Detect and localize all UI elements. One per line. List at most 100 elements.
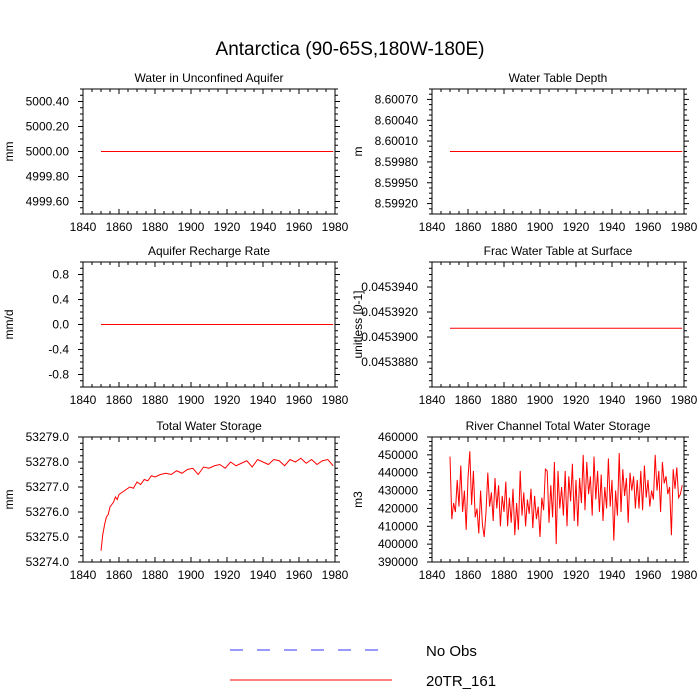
x-tick-label: 1840 <box>419 220 446 234</box>
x-tick-label: 1900 <box>178 393 205 407</box>
panel-title: River Channel Total Water Storage <box>466 419 651 433</box>
x-tick-label: 1840 <box>70 393 97 407</box>
x-tick-label: 1920 <box>214 220 241 234</box>
y-axis-label: m <box>351 147 365 157</box>
y-tick-label: 8.59980 <box>375 155 419 169</box>
series-line-20tr-161 <box>449 451 683 545</box>
panel-2: Water Table Depth m 1840 1860 1880 1900 1920 19… <box>351 71 698 234</box>
x-tick-label: 1980 <box>671 220 698 234</box>
x-tick-label: 1860 <box>455 393 482 407</box>
x-tick-label: 1960 <box>286 568 313 582</box>
x-tick-label: 1860 <box>455 220 482 234</box>
y-axis-label: unitless [0-1] <box>351 290 365 358</box>
y-tick-label: 4999.80 <box>26 170 70 184</box>
series-line-20tr-161 <box>100 457 334 551</box>
y-tick-label: 8.60070 <box>375 92 419 106</box>
y-tick-label: 53277.0 <box>26 480 70 494</box>
x-tick-label: 1840 <box>419 393 446 407</box>
x-tick-label: 1840 <box>419 568 446 582</box>
x-tick-label: 1840 <box>70 220 97 234</box>
x-tick-label: 1940 <box>250 393 277 407</box>
x-tick-label: 1880 <box>142 568 169 582</box>
x-tick-label: 1920 <box>214 393 241 407</box>
panel-3: Aquifer Recharge Rate mm/d 1840 1860 1880 190… <box>2 244 349 407</box>
x-tick-label: 1920 <box>214 568 241 582</box>
x-tick-label: 1920 <box>563 568 590 582</box>
panel-title: Aquifer Recharge Rate <box>148 244 270 258</box>
y-tick-label: 440000 <box>378 466 418 480</box>
y-tick-label: 460000 <box>378 430 418 444</box>
y-tick-label: 410000 <box>378 519 418 533</box>
y-tick-label: 53278.0 <box>26 455 70 469</box>
y-tick-label: -0.8 <box>48 368 69 382</box>
x-tick-label: 1940 <box>599 393 626 407</box>
panel-4: Frac Water Table at Surface unitless [0-1… <box>351 244 698 407</box>
x-tick-label: 1860 <box>106 568 133 582</box>
y-tick-label: 4999.60 <box>26 195 70 209</box>
panel-1: Water in Unconfined Aquifer mm 1840 1860 188… <box>2 71 349 234</box>
y-tick-label: 5000.40 <box>26 95 70 109</box>
x-tick-label: 1940 <box>250 568 277 582</box>
y-tick-label: 8.59950 <box>375 176 419 190</box>
y-tick-label: 0.0453920 <box>361 305 418 319</box>
y-tick-label: 53274.0 <box>26 555 70 569</box>
x-tick-label: 1980 <box>671 568 698 582</box>
x-tick-label: 1880 <box>491 220 518 234</box>
x-tick-label: 1960 <box>635 393 662 407</box>
x-tick-label: 1960 <box>286 393 313 407</box>
y-tick-label: 0.0453880 <box>361 355 418 369</box>
x-tick-label: 1920 <box>563 393 590 407</box>
panel-title: Water in Unconfined Aquifer <box>135 71 284 85</box>
panel-title: Frac Water Table at Surface <box>484 244 633 258</box>
y-tick-label: 53275.0 <box>26 530 70 544</box>
y-axis-label: m3 <box>351 491 365 508</box>
y-tick-label: 0.0453900 <box>361 330 418 344</box>
x-tick-label: 1860 <box>106 220 133 234</box>
panels-group: Water in Unconfined Aquifer mm 1840 1860 188… <box>2 71 698 582</box>
x-tick-label: 1940 <box>599 220 626 234</box>
panel-6: River Channel Total Water Storage m3 1840 1… <box>351 419 698 582</box>
y-tick-label: 390000 <box>378 555 418 569</box>
x-tick-label: 1840 <box>70 568 97 582</box>
x-tick-label: 1940 <box>599 568 626 582</box>
plot-frame <box>82 436 336 563</box>
y-tick-label: 420000 <box>378 501 418 515</box>
legend-label-20tr-161: 20TR_161 <box>426 673 496 690</box>
figure-title: Antarctica (90-65S,180W-180E) <box>216 39 485 60</box>
y-axis-label: mm <box>2 142 16 162</box>
y-tick-label: 0.0453940 <box>361 280 418 294</box>
plot-frame <box>431 261 685 388</box>
y-tick-label: 430000 <box>378 484 418 498</box>
y-tick-label: 5000.20 <box>26 120 70 134</box>
y-axis-label: mm/d <box>2 310 16 340</box>
x-tick-label: 1960 <box>635 568 662 582</box>
x-tick-label: 1980 <box>322 393 349 407</box>
y-tick-label: 400000 <box>378 537 418 551</box>
y-tick-label: 450000 <box>378 448 418 462</box>
y-tick-label: 0.8 <box>52 268 69 282</box>
y-tick-label: 8.60010 <box>375 134 419 148</box>
x-tick-label: 1900 <box>178 220 205 234</box>
y-tick-label: 5000.00 <box>26 145 70 159</box>
legend-label-no-obs: No Obs <box>426 643 477 660</box>
x-tick-label: 1860 <box>455 568 482 582</box>
x-tick-label: 1880 <box>142 393 169 407</box>
panel-5: Total Water Storage mm 1840 1860 1880 1900 192… <box>2 419 349 582</box>
x-tick-label: 1880 <box>491 393 518 407</box>
y-tick-label: 8.59920 <box>375 197 419 211</box>
y-tick-label: -0.4 <box>48 343 69 357</box>
x-tick-label: 1960 <box>635 220 662 234</box>
y-tick-label: 53276.0 <box>26 505 70 519</box>
x-tick-label: 1960 <box>286 220 313 234</box>
x-tick-label: 1900 <box>527 568 554 582</box>
y-axis-label: mm <box>2 490 16 510</box>
panel-title: Water Table Depth <box>509 71 608 85</box>
x-tick-label: 1940 <box>250 220 277 234</box>
x-tick-label: 1900 <box>527 393 554 407</box>
y-tick-label: 53279.0 <box>26 430 70 444</box>
x-tick-label: 1900 <box>178 568 205 582</box>
x-tick-label: 1980 <box>671 393 698 407</box>
x-tick-label: 1880 <box>491 568 518 582</box>
y-tick-label: 0.0 <box>52 318 69 332</box>
